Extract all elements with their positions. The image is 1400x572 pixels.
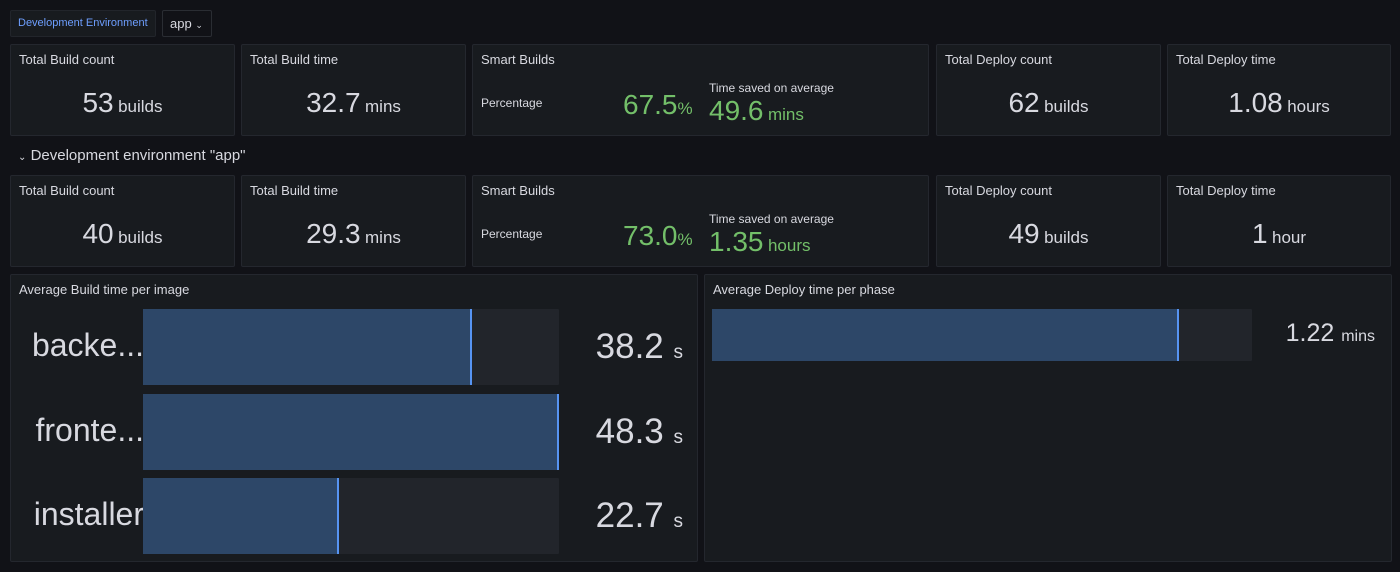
panel-total-build-count: Total Build count 40 builds — [10, 175, 235, 267]
bar-label: installer — [33, 496, 144, 532]
environment-select-value: app — [170, 16, 192, 31]
panel-title: Total Build time — [250, 183, 339, 198]
panel-title: Smart Builds — [481, 183, 555, 198]
stat-value: 49 builds — [1008, 218, 1089, 249]
panel-title: Average Build time per image — [19, 282, 190, 297]
environment-select[interactable]: app ⌄ — [162, 10, 212, 37]
time-saved-label: Time saved on average — [709, 212, 834, 226]
bar-label: fronte... — [35, 411, 145, 448]
panel-title: Total Deploy time — [1176, 183, 1276, 198]
panel-title: Smart Builds — [481, 52, 555, 67]
stat-value: 29.3 mins — [306, 218, 401, 249]
bar-track — [143, 393, 559, 470]
panel-total-deploy-count: Total Deploy count 62 builds — [936, 44, 1161, 136]
panel-title: Average Deploy time per phase — [713, 282, 895, 297]
panel-title: Total Deploy count — [945, 52, 1052, 67]
panel-total-build-time: Total Build time 29.3 mins — [241, 175, 466, 267]
stat-value: 53 builds — [82, 87, 163, 118]
stat-value: 40 builds — [82, 218, 163, 249]
bar-fill — [143, 478, 339, 554]
panel-smart-builds: Smart Builds Percentage 67.5% Time saved … — [472, 44, 929, 136]
bar-value: 38.2 s — [595, 327, 683, 366]
chevron-down-icon: ⌄ — [18, 152, 27, 163]
deploy-bar-value: 1.22 mins — [1285, 319, 1375, 347]
variable-label-development-environment: Development Environment — [10, 10, 156, 37]
bar-fill — [143, 309, 473, 385]
panel-total-build-time: Total Build time 32.7 mins — [241, 44, 466, 136]
bar-value: 22.7 s — [595, 496, 683, 535]
panel-title: Total Deploy time — [1176, 52, 1276, 67]
bar-track — [143, 309, 559, 385]
bar-value: 48.3 s — [595, 411, 683, 451]
panel-total-deploy-count: Total Deploy count 49 builds — [936, 175, 1161, 267]
panel-title: Total Build count — [19, 52, 115, 67]
percentage-value: 67.5% — [623, 89, 693, 120]
row-title: Development environment "app" — [30, 147, 246, 164]
panel-total-deploy-time: Total Deploy time 1 hour — [1167, 175, 1391, 267]
row-header-development-environment-app[interactable]: ⌄ Development environment "app" — [18, 147, 246, 164]
panel-title: Total Build count — [19, 183, 115, 198]
bar-label: backe... — [31, 327, 144, 363]
time-saved-value: 1.35 hours — [709, 226, 811, 257]
deploy-bar-track — [712, 309, 1252, 361]
stat-value: 1 hour — [1251, 218, 1307, 249]
panel-total-build-count: Total Build count 53 builds — [10, 44, 235, 136]
deploy-bar-fill — [712, 309, 1180, 361]
percentage-label: Percentage — [481, 96, 543, 110]
chevron-down-icon: ⌄ — [195, 20, 203, 30]
bar-track — [143, 478, 559, 554]
stat-value: 62 builds — [1008, 87, 1089, 118]
panel-average-build-time-per-image: Average Build time per image backe... 38… — [10, 274, 698, 562]
panel-title: Total Build time — [250, 52, 339, 67]
bar-fill — [143, 393, 559, 470]
percentage-label: Percentage — [481, 227, 543, 241]
panel-title: Total Deploy count — [945, 183, 1052, 198]
stat-value: 1.08 hours — [1228, 87, 1330, 118]
stat-value: 32.7 mins — [306, 87, 401, 118]
panel-smart-builds: Smart Builds Percentage 73.0% Time saved … — [472, 175, 929, 267]
panel-total-deploy-time: Total Deploy time 1.08 hours — [1167, 44, 1391, 136]
time-saved-value: 49.6 mins — [709, 95, 804, 126]
time-saved-label: Time saved on average — [709, 81, 834, 95]
percentage-value: 73.0% — [623, 220, 693, 251]
panel-average-deploy-time-per-phase: Average Deploy time per phase 1.22 mins — [704, 274, 1392, 562]
